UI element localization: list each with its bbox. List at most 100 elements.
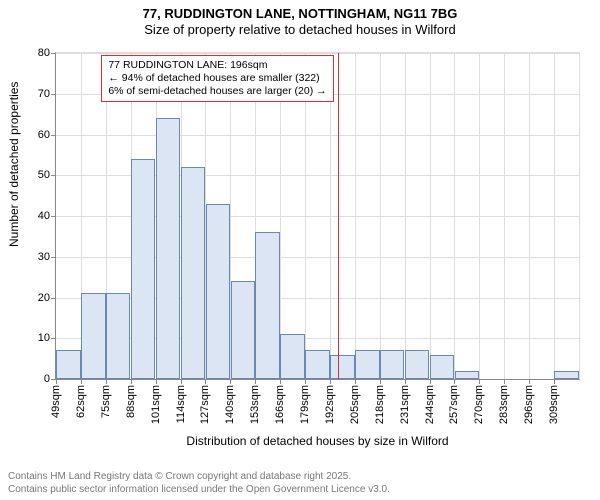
histogram-bar [330,355,354,379]
x-tick-label: 101sqm [150,385,162,424]
x-tick-mark [205,379,206,384]
y-tick-mark [51,338,56,339]
gridline-v [430,53,431,379]
x-tick-label: 140sqm [224,385,236,424]
y-tick-mark [51,257,56,258]
y-tick-mark [51,135,56,136]
histogram-bar [206,204,230,379]
annotation-line: 6% of semi-detached houses are larger (2… [108,85,326,98]
x-tick-mark [454,379,455,384]
plot-area: 0102030405060708049sqm62sqm75sqm88sqm101… [55,52,580,380]
x-axis-label: Distribution of detached houses by size … [55,434,580,448]
histogram-bar [554,371,578,379]
x-tick-mark [430,379,431,384]
gridline-v [405,53,406,379]
x-tick-label: 296sqm [523,385,535,424]
x-tick-label: 88sqm [125,385,137,418]
gridline-v [454,53,455,379]
x-tick-label: 179sqm [299,385,311,424]
footer-line1: Contains HM Land Registry data © Crown c… [8,471,390,484]
chart-title-line1: 77, RUDDINGTON LANE, NOTTINGHAM, NG11 7B… [0,6,600,22]
x-tick-label: 218sqm [374,385,386,424]
gridline-h [56,135,579,136]
x-tick-mark [280,379,281,384]
x-tick-mark [405,379,406,384]
x-tick-label: 192sqm [324,385,336,424]
histogram-bar [305,350,329,379]
histogram-bar [405,350,429,379]
footer-line2: Contains public sector information licen… [8,484,390,497]
y-tick-label: 20 [38,292,50,304]
y-tick-label: 60 [38,129,50,141]
gridline-v [479,53,480,379]
y-tick-mark [51,216,56,217]
histogram-bar [355,350,379,379]
y-tick-label: 0 [44,373,50,385]
histogram-bar [106,293,130,379]
x-tick-mark [504,379,505,384]
histogram-bar [380,350,404,379]
x-tick-label: 309sqm [548,385,560,424]
histogram-bar [430,355,454,379]
histogram-bar [455,371,479,379]
gridline-v [355,53,356,379]
x-tick-mark [255,379,256,384]
x-tick-label: 153sqm [249,385,261,424]
y-tick-label: 80 [38,47,50,59]
x-tick-label: 62sqm [75,385,87,418]
histogram-bar [81,293,105,379]
x-tick-label: 231sqm [399,385,411,424]
x-tick-label: 114sqm [175,385,187,423]
histogram-bar [131,159,155,379]
y-tick-mark [51,53,56,54]
x-tick-label: 127sqm [199,385,211,424]
x-tick-mark [554,379,555,384]
reference-line [338,53,340,379]
gridline-h [56,53,579,54]
x-tick-label: 166sqm [274,385,286,424]
x-tick-label: 205sqm [349,385,361,424]
x-tick-mark [380,379,381,384]
histogram-bar [56,350,80,379]
y-tick-label: 50 [38,169,50,181]
histogram-bar [231,281,255,379]
chart-container: Number of detached properties 0102030405… [0,42,600,452]
y-tick-label: 40 [38,210,50,222]
x-tick-label: 283sqm [498,385,510,424]
x-tick-mark [230,379,231,384]
gridline-v [380,53,381,379]
footer-attribution: Contains HM Land Registry data © Crown c… [8,471,390,496]
x-tick-mark [355,379,356,384]
annotation-line: 77 RUDDINGTON LANE: 196sqm [108,59,326,72]
x-tick-mark [56,379,57,384]
annotation-line: ← 94% of detached houses are smaller (32… [108,72,326,85]
gridline-v [554,53,555,379]
x-tick-mark [479,379,480,384]
x-tick-mark [330,379,331,384]
histogram-bar [255,232,279,379]
y-tick-label: 70 [38,88,50,100]
annotation-box: 77 RUDDINGTON LANE: 196sqm← 94% of detac… [101,55,333,102]
x-tick-label: 75sqm [100,385,112,418]
x-tick-mark [131,379,132,384]
histogram-bar [156,118,180,379]
y-tick-mark [51,298,56,299]
y-axis-label: Number of detached properties [7,82,21,247]
x-tick-label: 49sqm [50,385,62,418]
x-tick-label: 244sqm [424,385,436,424]
y-tick-label: 10 [38,332,50,344]
histogram-bar [181,167,205,379]
chart-title-block: 77, RUDDINGTON LANE, NOTTINGHAM, NG11 7B… [0,0,600,39]
x-tick-mark [81,379,82,384]
x-tick-label: 257sqm [448,385,460,424]
y-tick-label: 30 [38,251,50,263]
x-tick-mark [156,379,157,384]
y-tick-mark [51,94,56,95]
x-tick-label: 270sqm [473,385,485,424]
x-tick-mark [305,379,306,384]
y-tick-mark [51,175,56,176]
gridline-v [504,53,505,379]
x-tick-mark [106,379,107,384]
gridline-v [529,53,530,379]
x-tick-mark [529,379,530,384]
